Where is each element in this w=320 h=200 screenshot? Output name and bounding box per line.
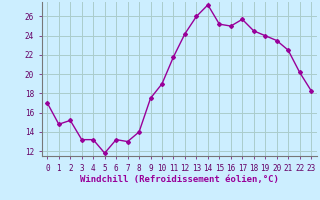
X-axis label: Windchill (Refroidissement éolien,°C): Windchill (Refroidissement éolien,°C) xyxy=(80,175,279,184)
